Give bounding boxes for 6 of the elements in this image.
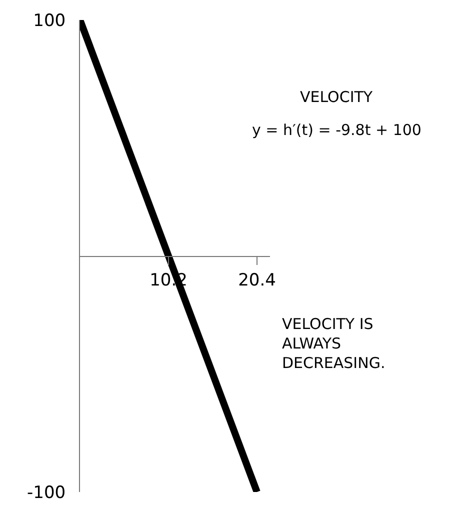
text: VELOCITY IS ALWAYS DECREASING.	[282, 315, 386, 372]
x-tick-label: 20.4	[238, 270, 276, 290]
text: VELOCITY	[300, 88, 374, 106]
y-tick-label: 100	[33, 10, 66, 31]
y-tick-label: -100	[27, 482, 66, 503]
annotation: y = h′(t) = -9.8t + 100	[252, 121, 422, 139]
